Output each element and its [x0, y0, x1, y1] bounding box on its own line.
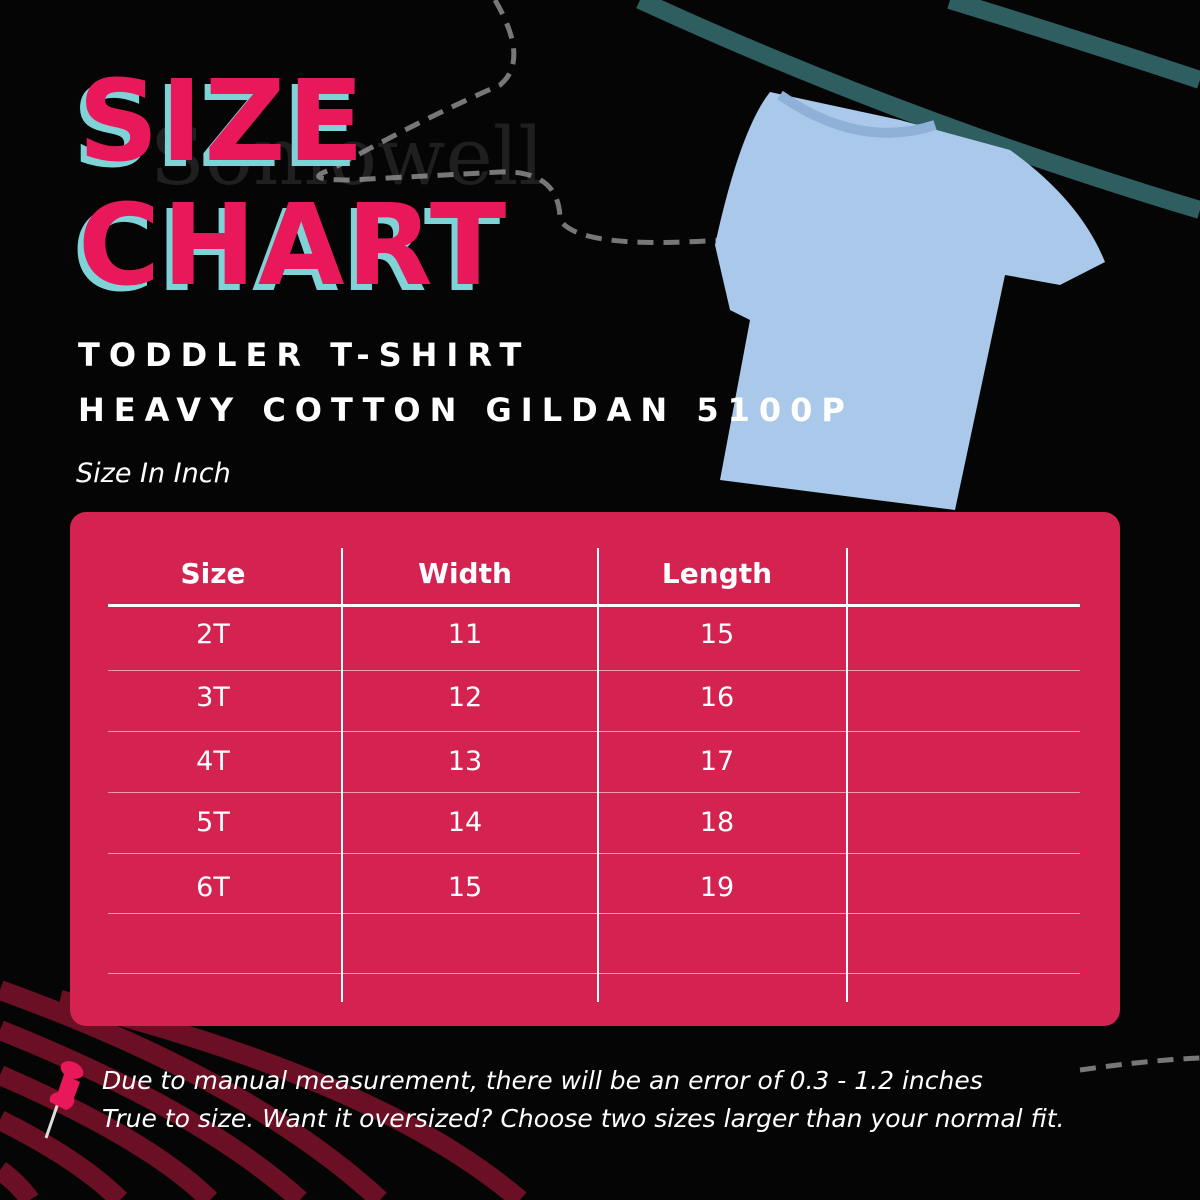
- cell-length: 15: [699, 619, 735, 650]
- cell-width: 12: [447, 682, 483, 713]
- cell-length: 19: [699, 872, 735, 903]
- header-length: Length: [661, 557, 773, 590]
- cell-width: 11: [447, 619, 483, 650]
- tshirt-image: [715, 90, 1105, 510]
- header-size: Size: [180, 557, 246, 590]
- row-divider: [108, 853, 1080, 854]
- cell-length: 18: [699, 807, 735, 838]
- column-divider: [846, 548, 848, 1002]
- title-line-1: SIZE: [78, 57, 367, 187]
- cell-size: 5T: [196, 807, 230, 838]
- cell-size: 4T: [196, 746, 230, 777]
- cell-size: 2T: [196, 619, 230, 650]
- column-divider: [341, 548, 343, 1002]
- row-divider: [108, 913, 1080, 914]
- cell-length: 17: [699, 746, 735, 777]
- cell-length: 16: [699, 682, 735, 713]
- row-divider: [108, 792, 1080, 793]
- cell-size: 6T: [196, 872, 230, 903]
- pushpin-icon: [44, 1061, 84, 1139]
- unit-label: Size In Inch: [76, 458, 231, 489]
- cell-width: 15: [447, 872, 483, 903]
- column-divider: [597, 548, 599, 1002]
- note-measurement: Due to manual measurement, there will be…: [102, 1066, 983, 1095]
- note-fit: True to size. Want it oversized? Choose …: [102, 1104, 1065, 1133]
- product-name: TODDLER T-SHIRT: [78, 336, 531, 374]
- row-divider: [108, 670, 1080, 671]
- header-width: Width: [418, 557, 512, 590]
- size-table: Size Width Length 2T 11 15 3T 12 16 4T 13 17 5T 14…: [70, 512, 1120, 1026]
- cell-width: 14: [447, 807, 483, 838]
- header-divider: [108, 604, 1080, 607]
- title-line-2: CHART: [78, 181, 509, 311]
- row-divider: [108, 731, 1080, 732]
- row-divider: [108, 973, 1080, 974]
- cell-width: 13: [447, 746, 483, 777]
- cell-size: 3T: [196, 682, 230, 713]
- product-model: HEAVY COTTON GILDAN 5100P: [78, 391, 854, 429]
